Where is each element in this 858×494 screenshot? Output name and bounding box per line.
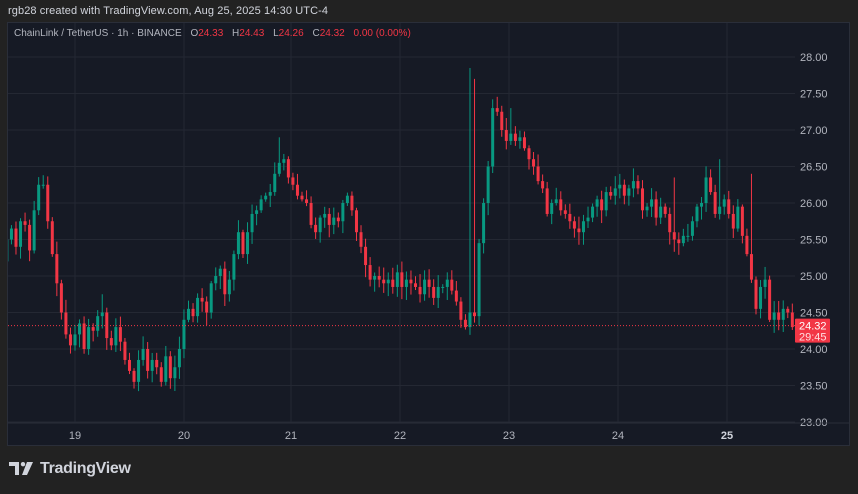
time-axis-label: 22 <box>394 430 406 442</box>
price-axis-label: 25.50 <box>800 235 828 247</box>
price-axis-label: 26.00 <box>800 198 828 210</box>
high-value: 24.43 <box>239 28 265 39</box>
time-axis-label: 23 <box>503 430 515 442</box>
price-axis-label: 27.50 <box>800 89 828 101</box>
price-axis-label: 23.50 <box>800 381 828 393</box>
price-axis-label: 25.00 <box>800 271 828 283</box>
time-axis-label: 24 <box>612 430 624 442</box>
time-axis-label: 21 <box>285 430 297 442</box>
tradingview-brand: TradingView <box>40 460 131 477</box>
price-axis-label: 26.50 <box>800 162 828 174</box>
low-value: 24.26 <box>278 28 304 39</box>
high-label: H <box>232 28 240 39</box>
close-label: C <box>312 28 320 39</box>
close-value: 24.32 <box>319 28 345 39</box>
low-label: L <box>273 28 279 39</box>
price-axis-label: 24.00 <box>800 344 828 356</box>
open-label: O <box>190 28 199 39</box>
time-axis-label: 25 <box>721 430 733 442</box>
price-axis-label: 24.50 <box>800 308 828 320</box>
tradingview-logo-icon <box>9 462 33 475</box>
candles <box>8 67 794 392</box>
symbol-label[interactable]: ChainLink / TetherUS · 1h · BINANCE <box>14 28 182 39</box>
time-axis-label: 19 <box>69 430 81 442</box>
price-axis-label: 27.00 <box>800 125 828 137</box>
chart-caption: rgb28 created with TradingView.com, Aug … <box>8 5 329 17</box>
open-value: 24.33 <box>198 28 224 39</box>
change-value: 0.00 (0.00%) <box>353 28 411 39</box>
time-axis-label: 20 <box>178 430 190 442</box>
last-price-value: 24.32 <box>799 321 827 333</box>
bar-countdown: 29:45 <box>799 332 827 344</box>
price-axis-label: 28.00 <box>800 52 828 64</box>
tradingview-footer: TradingView <box>9 460 131 478</box>
ohlc-legend: ChainLink / TetherUS · 1h · BINANCE O24.… <box>14 28 411 39</box>
